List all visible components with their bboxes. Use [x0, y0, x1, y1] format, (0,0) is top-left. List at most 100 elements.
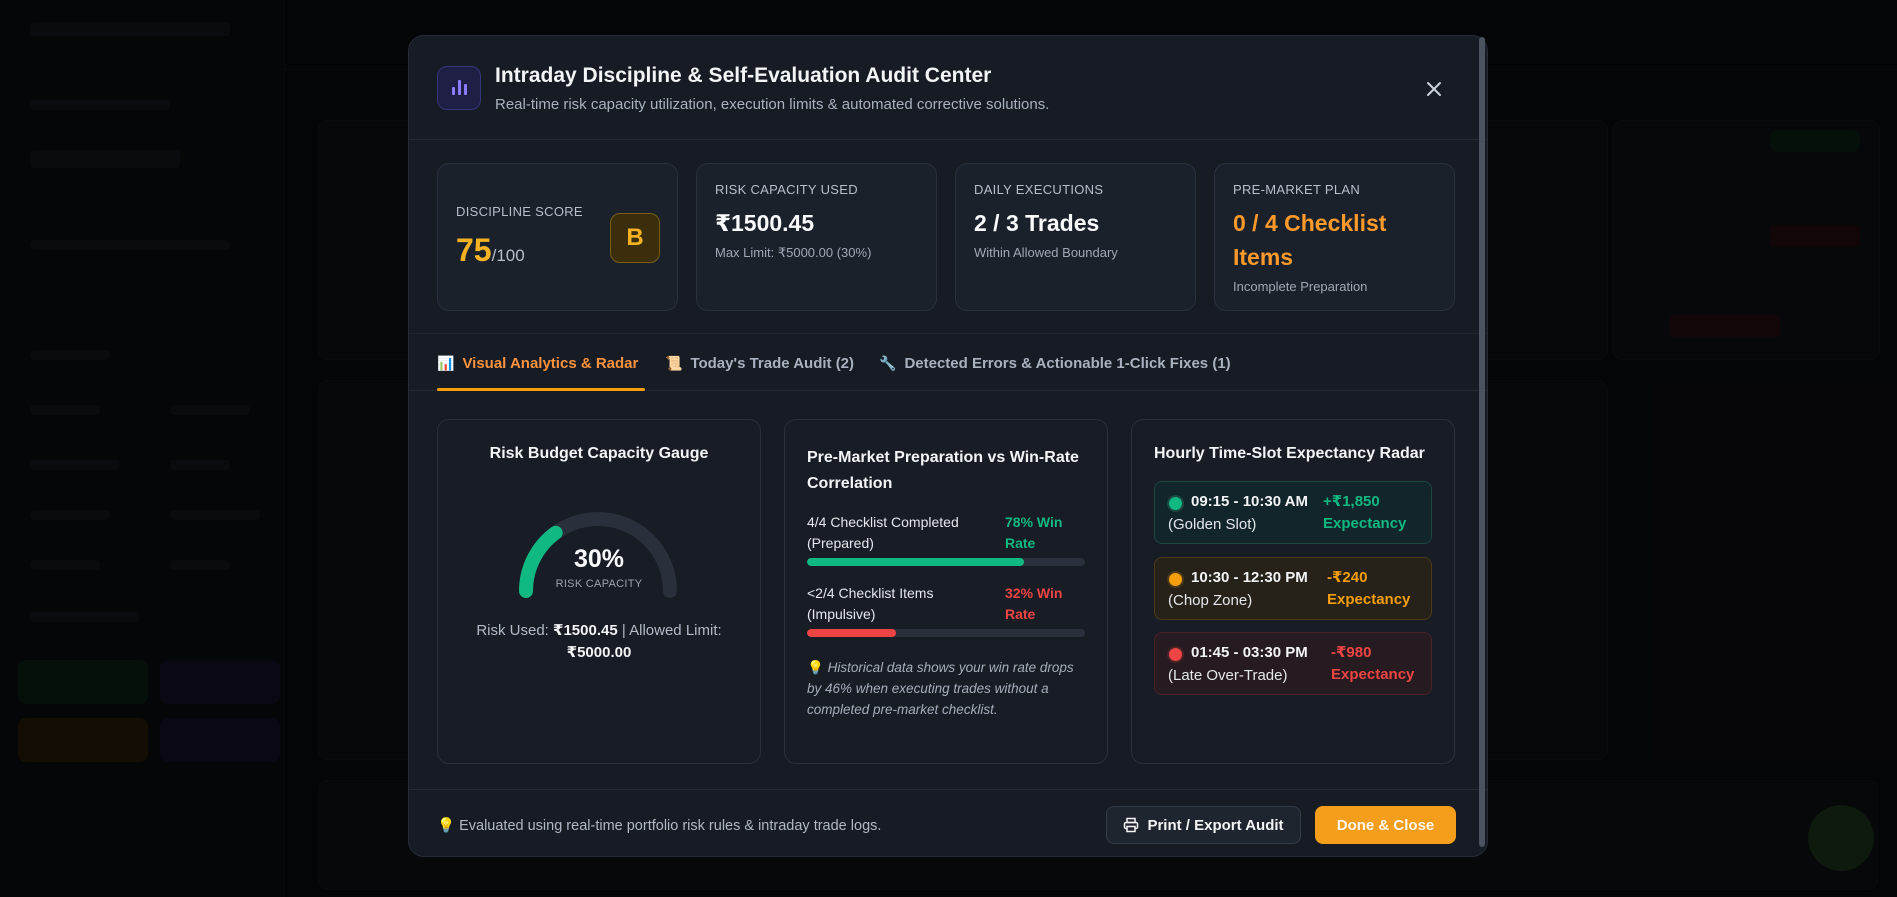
time-slot-late: 01:45 - 03:30 PM (Late Over-Trade) -₹980…: [1154, 632, 1432, 695]
correlation-rate-line1: 78% Win: [1005, 514, 1063, 530]
win-rate-bar: [807, 629, 1085, 637]
slot-expectancy: -₹240 Expectancy: [1327, 567, 1410, 611]
gauge-caption: RISK CAPACITY: [555, 578, 643, 590]
lightbulb-icon: 💡: [437, 818, 456, 834]
scroll-icon: 📜: [665, 354, 683, 371]
daily-executions-sub: Within Allowed Boundary: [974, 245, 1118, 260]
tab-trade-audit[interactable]: 📜 Today's Trade Audit (2): [665, 334, 854, 392]
win-rate-bar: [807, 558, 1085, 566]
slot-label: (Golden Slot): [1168, 516, 1257, 533]
wrench-icon: 🔧: [879, 354, 897, 371]
daily-executions-card: DAILY EXECUTIONS 2 / 3 Trades Within All…: [955, 163, 1196, 311]
tab-visual-analytics[interactable]: 📊 Visual Analytics & Radar: [437, 334, 638, 392]
slot-label: (Late Over-Trade): [1168, 667, 1288, 684]
pre-market-plan-value-line2: Items: [1233, 244, 1294, 270]
correlation-name: 4/4 Checklist Completed (Prepared): [807, 512, 997, 554]
pre-market-plan-label: PRE-MARKET PLAN: [1233, 182, 1361, 197]
correlation-title-line2: Correlation: [807, 475, 893, 492]
correlation-name-line2: (Impulsive): [807, 606, 876, 622]
correlation-name-line1: <2/4 Checklist Items: [807, 585, 934, 601]
correlation-panel: Pre-Market Preparation vs Win-Rate Corre…: [784, 419, 1108, 764]
pre-market-plan-value: 0 / 4 Checklist: [1233, 210, 1387, 236]
time-slot-chop: 10:30 - 12:30 PM (Chop Zone) -₹240 Expec…: [1154, 557, 1432, 620]
discipline-score-card: DISCIPLINE SCORE 75/100 B: [437, 163, 678, 311]
discipline-score-number: 75: [456, 232, 492, 268]
slot-expectancy-label: Expectancy: [1327, 591, 1411, 608]
printer-icon: [1124, 817, 1139, 833]
active-tab-indicator: [437, 388, 645, 391]
footer-note-text: Evaluated using real-time portfolio risk…: [459, 818, 882, 834]
discipline-score-label: DISCIPLINE SCORE: [456, 204, 583, 219]
risk-used-label: Risk Used:: [476, 622, 549, 639]
daily-executions-label: DAILY EXECUTIONS: [974, 182, 1104, 197]
grade-badge: B: [610, 213, 660, 263]
modal-header: Intraday Discipline & Self-Evaluation Au…: [409, 36, 1487, 140]
time-slot-radar-panel: Hourly Time-Slot Expectancy Radar 09:15 …: [1131, 419, 1455, 764]
correlation-rate: 32% Win Rate: [1005, 583, 1075, 625]
correlation-name: <2/4 Checklist Items (Impulsive): [807, 583, 997, 625]
correlation-title-line1: Pre-Market Preparation vs Win-Rate: [807, 449, 1079, 466]
slot-time: 09:15 - 10:30 AM: [1191, 493, 1308, 510]
radar-title: Hourly Time-Slot Expectancy Radar: [1154, 445, 1425, 462]
status-dot-icon: [1169, 648, 1182, 661]
slot-expectancy: +₹1,850 Expectancy: [1323, 491, 1406, 535]
risk-gauge: [519, 512, 677, 598]
tab-label: Detected Errors & Actionable 1-Click Fix…: [904, 354, 1231, 372]
discipline-score-max: /100: [491, 246, 525, 265]
modal-title: Intraday Discipline & Self-Evaluation Au…: [495, 64, 992, 87]
correlation-note: 💡 Historical data shows your win rate dr…: [807, 657, 1087, 720]
risk-used-value: ₹1500.45: [553, 622, 618, 639]
audit-modal: Intraday Discipline & Self-Evaluation Au…: [408, 35, 1488, 857]
pre-market-plan-sub: Incomplete Preparation: [1233, 279, 1368, 294]
tab-label: Visual Analytics & Radar: [462, 354, 639, 372]
slot-time: 01:45 - 03:30 PM: [1191, 644, 1308, 661]
correlation-title: Pre-Market Preparation vs Win-Rate Corre…: [807, 445, 1079, 497]
risk-gauge-panel: Risk Budget Capacity Gauge 30% RISK CAPA…: [437, 419, 761, 764]
close-icon: [1427, 82, 1441, 96]
tab-bar: 📊 Visual Analytics & Radar 📜 Today's Tra…: [409, 333, 1487, 391]
close-button[interactable]: [1421, 76, 1447, 102]
print-export-button[interactable]: Print / Export Audit: [1106, 806, 1301, 844]
slot-expectancy: -₹980 Expectancy: [1331, 642, 1414, 686]
risk-separator: |: [621, 622, 626, 639]
lightbulb-icon: 💡: [807, 660, 824, 675]
risk-capacity-card: RISK CAPACITY USED ₹1500.45 Max Limit: ₹…: [696, 163, 937, 311]
slot-expectancy-value: -₹240: [1327, 569, 1368, 586]
status-dot-icon: [1169, 573, 1182, 586]
modal-subtitle: Real-time risk capacity utilization, exe…: [495, 96, 1050, 113]
risk-gauge-title: Risk Budget Capacity Gauge: [489, 445, 709, 462]
slot-time: 10:30 - 12:30 PM: [1191, 569, 1308, 586]
tab-label: Today's Trade Audit (2): [690, 354, 855, 372]
correlation-rate-line2: Rate: [1005, 535, 1036, 551]
gauge-fill: [519, 525, 563, 598]
win-rate-fill: [807, 629, 896, 637]
correlation-rate: 78% Win Rate: [1005, 512, 1075, 554]
print-export-label: Print / Export Audit: [1147, 816, 1284, 834]
win-rate-fill: [807, 558, 1024, 566]
status-dot-icon: [1169, 497, 1182, 510]
slot-expectancy-label: Expectancy: [1331, 666, 1415, 683]
modal-footer: 💡 Evaluated using real-time portfolio ri…: [409, 789, 1487, 856]
bar-chart-icon: [437, 66, 481, 110]
slot-label: (Chop Zone): [1168, 592, 1253, 609]
risk-used-summary: Risk Used: ₹1500.45 | Allowed Limit: ₹50…: [458, 620, 740, 664]
slot-expectancy-value: -₹980: [1331, 644, 1372, 661]
correlation-name-line2: (Prepared): [807, 535, 874, 551]
risk-capacity-sub: Max Limit: ₹5000.00 (30%): [715, 245, 872, 260]
risk-capacity-value: ₹1500.45: [715, 210, 815, 236]
tab-detected-errors[interactable]: 🔧 Detected Errors & Actionable 1-Click F…: [879, 334, 1231, 392]
pre-market-plan-card: PRE-MARKET PLAN 0 / 4 Checklist Items In…: [1214, 163, 1455, 311]
allowed-limit-value: ₹5000.00: [566, 644, 632, 661]
risk-capacity-label: RISK CAPACITY USED: [715, 182, 858, 197]
allowed-limit-label: Allowed Limit:: [629, 622, 722, 639]
modal-scrollbar[interactable]: [1479, 37, 1485, 847]
slot-expectancy-value: +₹1,850: [1323, 493, 1380, 510]
daily-executions-value: 2 / 3 Trades: [974, 210, 1100, 236]
footer-note: 💡 Evaluated using real-time portfolio ri…: [437, 817, 881, 834]
slot-expectancy-label: Expectancy: [1323, 515, 1407, 532]
correlation-note-text: Historical data shows your win rate drop…: [807, 660, 1074, 717]
done-close-button[interactable]: Done & Close: [1315, 806, 1456, 844]
gauge-percent: 30%: [573, 545, 625, 573]
chart-icon: 📊: [437, 354, 455, 371]
discipline-score-value: 75/100: [456, 232, 525, 269]
